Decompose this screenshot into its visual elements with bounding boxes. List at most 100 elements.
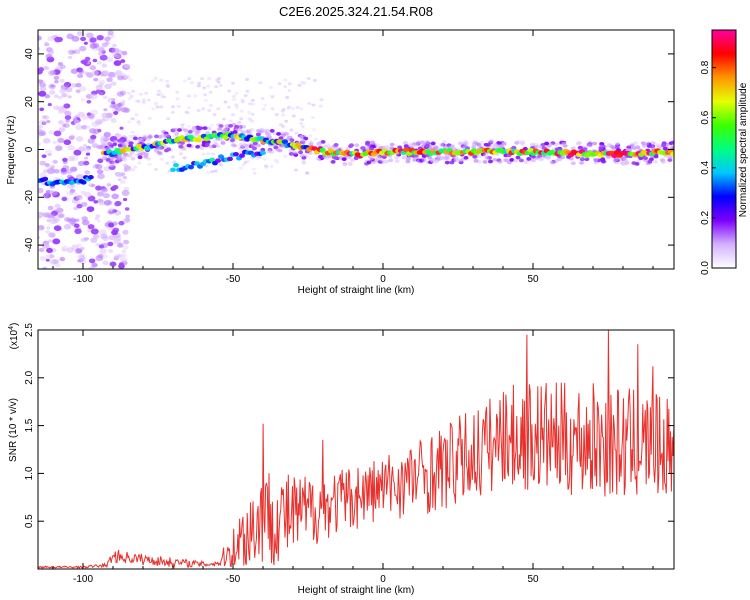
spectrogram-cell xyxy=(324,155,330,160)
colorbar-tick-label: 0.0 xyxy=(700,261,711,275)
spectrogram-cell xyxy=(122,175,128,180)
spectrogram-cell xyxy=(250,112,255,116)
spectrogram-cell xyxy=(127,120,132,124)
spectrogram-cell xyxy=(270,95,275,99)
spectrogram-xlabel: Height of straight line (km) xyxy=(298,285,415,296)
spectrogram-cell xyxy=(57,110,63,114)
spectrogram-cell xyxy=(206,126,212,131)
y-tick-label: 20 xyxy=(24,96,35,108)
spectrogram-cell xyxy=(45,211,51,216)
spectrogram-cell xyxy=(78,254,85,260)
spectrogram-cell xyxy=(330,160,336,164)
spectrogram-cell xyxy=(113,254,120,259)
spectrogram-cell xyxy=(157,89,161,93)
spectrogram-cell xyxy=(104,36,111,42)
spectrogram-cell xyxy=(632,145,638,150)
spectrogram-cell xyxy=(237,127,243,132)
spectrogram-cell xyxy=(646,144,652,148)
spectrogram-cell xyxy=(146,157,151,161)
spectrogram-cell xyxy=(73,223,80,228)
spectrogram-cell xyxy=(101,63,108,68)
spectrogram-cell xyxy=(110,117,116,122)
spectrogram-cell xyxy=(137,155,143,160)
spectrogram-cell xyxy=(453,158,459,163)
spectrogram-cell xyxy=(112,142,118,147)
spectrogram-cell xyxy=(278,136,284,140)
spectrogram-cell xyxy=(300,80,304,84)
spectrogram-cell xyxy=(96,34,104,41)
spectrogram-cell xyxy=(111,53,117,58)
spectrogram-cell xyxy=(83,41,88,45)
spectrogram-cell xyxy=(269,129,275,133)
spectrogram-cell xyxy=(74,228,82,235)
spectrogram-cell xyxy=(615,141,620,146)
spectrogram-cell xyxy=(442,145,448,149)
spectrogram-cell xyxy=(90,237,98,243)
spectrogram-cell xyxy=(121,50,128,56)
spectrogram-cell xyxy=(49,259,58,265)
y-tick-label: 0.5 xyxy=(24,514,35,528)
spectrogram-cell xyxy=(102,192,110,199)
spectrogram-cell xyxy=(394,159,400,163)
spectrogram-cell xyxy=(49,70,56,75)
spectrogram-cell xyxy=(84,170,91,175)
spectrogram-cell xyxy=(184,110,189,114)
spectrogram-cell xyxy=(47,205,54,211)
snr-series-line xyxy=(38,330,674,569)
spectrogram-cell xyxy=(515,140,521,144)
colorbar-strip xyxy=(712,30,736,268)
spectrogram-cell xyxy=(315,142,321,147)
spectrogram-cell xyxy=(60,167,67,173)
spectrogram-cell xyxy=(228,124,233,128)
spectrogram-cell xyxy=(52,140,57,144)
spectrogram-cell xyxy=(154,134,159,139)
spectrogram-cell xyxy=(98,229,107,236)
spectrogram-cell xyxy=(299,107,304,111)
spectrogram-cell xyxy=(112,43,117,48)
spectrogram-cell xyxy=(49,90,56,95)
spectrogram-cell xyxy=(300,118,305,122)
spectrogram-cell xyxy=(322,144,328,149)
spectrogram-cell xyxy=(39,255,47,261)
spectrogram-cell xyxy=(298,135,304,139)
spectrogram-cell xyxy=(141,98,146,102)
spectrogram-cell xyxy=(187,124,191,128)
spectrogram-cell xyxy=(483,142,489,147)
spectrogram-cell xyxy=(138,150,144,154)
spectrogram-cell xyxy=(122,239,130,245)
spectrogram-cell xyxy=(159,157,164,161)
spectrogram-cell xyxy=(59,88,66,94)
spectrogram-cell xyxy=(473,159,479,163)
spectrogram-cell xyxy=(73,49,81,55)
spectrogram-cell xyxy=(232,97,237,101)
spectrogram-cell xyxy=(150,79,155,83)
spectrogram-cell xyxy=(287,89,292,92)
spectrogram-cell xyxy=(98,79,106,85)
spectrogram-cell xyxy=(234,103,239,107)
spectrogram-cell xyxy=(123,186,130,192)
spectrogram-cell xyxy=(457,158,463,163)
spectrogram-cell xyxy=(79,45,87,52)
spectrogram-cell xyxy=(483,153,489,157)
spectrogram-cell xyxy=(108,235,116,241)
spectrogram-cell xyxy=(216,107,221,111)
spectrogram-cell xyxy=(170,111,175,114)
spectrogram-cell xyxy=(365,140,371,145)
spectrogram-cell xyxy=(471,142,477,147)
spectrogram-cell xyxy=(349,143,354,147)
spectrogram-cell xyxy=(488,159,493,164)
spectrogram-cell xyxy=(61,197,68,202)
spectrogram-cell xyxy=(245,78,250,81)
spectrogram-cell xyxy=(61,92,68,98)
spectrogram-cell xyxy=(188,164,194,170)
spectrogram-cell xyxy=(42,65,48,70)
spectrogram-cell xyxy=(134,113,139,117)
spectrogram-cell xyxy=(116,158,122,162)
spectrogram-cell xyxy=(252,167,256,171)
spectrogram-cell xyxy=(441,140,447,144)
spectrogram-cell xyxy=(366,160,372,165)
snr-axes: -100 -50 0 50 0.5 1.0 1.5 2.0 2.5 xyxy=(24,323,674,585)
spectrogram-cell xyxy=(308,134,313,138)
spectrogram-cell xyxy=(203,93,208,97)
spectrogram-cell xyxy=(570,161,576,166)
